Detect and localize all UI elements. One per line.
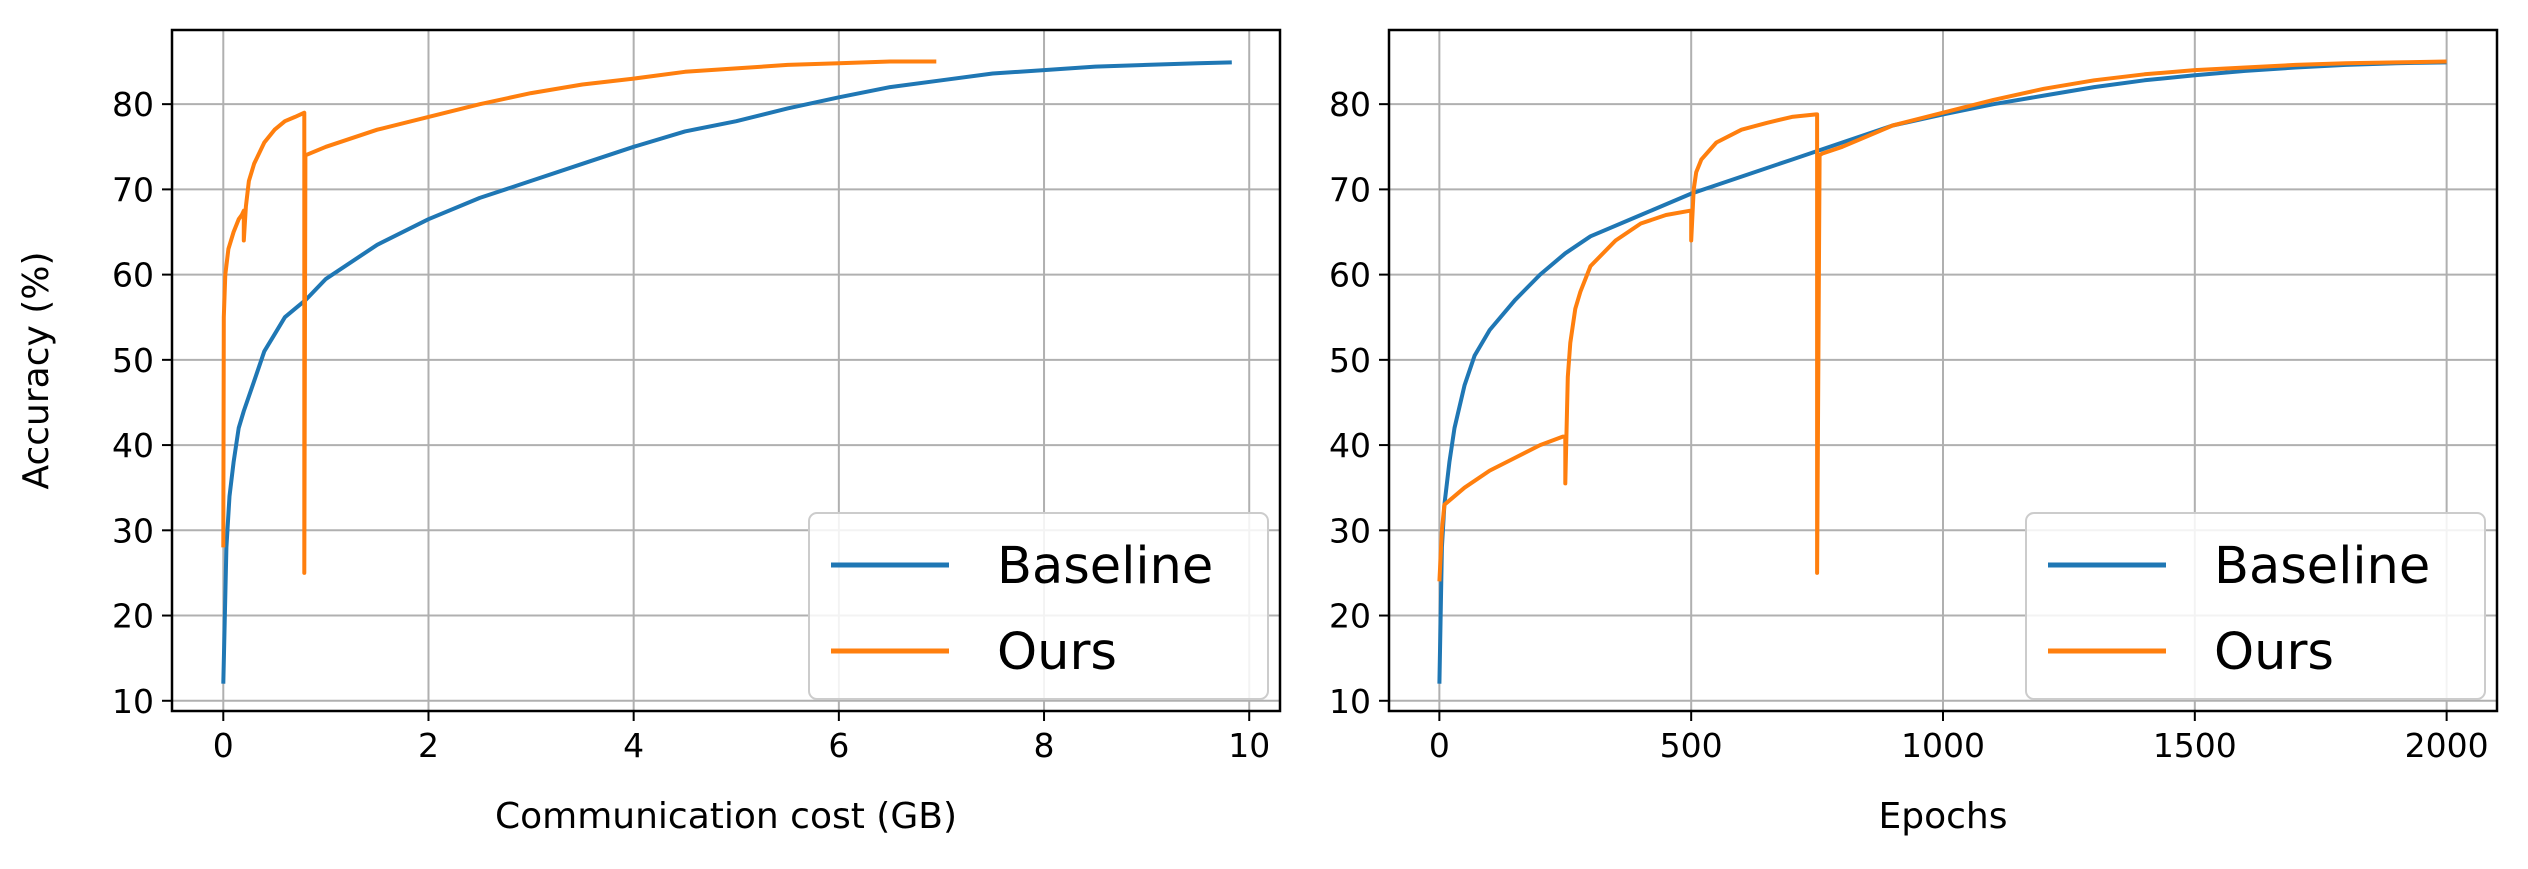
y-axis-label: Accuracy (%) — [16, 251, 57, 489]
y-tick-label: 20 — [112, 597, 154, 636]
left-plot-communication-cost: 0 2 4 6 8 10 10 20 30 40 50 60 70 80 Communication cos… — [16, 28, 1282, 837]
y-tick-label: 50 — [112, 341, 154, 380]
x-axis-label: Epochs — [1879, 796, 2008, 837]
x-tick-label: 2000 — [2405, 726, 2489, 765]
y-tick-label: 30 — [1329, 511, 1371, 550]
x-tick-label: 0 — [1429, 726, 1450, 765]
y-tick-label: 80 — [1329, 85, 1371, 124]
legend-label-baseline: Baseline — [2214, 537, 2430, 596]
series-line-baseline — [221, 60, 1232, 684]
y-tick-label: 70 — [1329, 170, 1371, 209]
x-tick-label: 1500 — [2153, 726, 2237, 765]
series-line-baseline — [1437, 60, 2447, 684]
series-line-ours — [221, 59, 937, 575]
y-tick-label: 10 — [112, 682, 154, 721]
y-tick-label: 30 — [112, 511, 154, 550]
y-tick-label: 40 — [1329, 426, 1371, 465]
legend: Baseline Ours — [2025, 512, 2486, 700]
right-plot-epochs: 0 500 1000 1500 2000 10 20 30 40 50 60 70 80 Epochs Ba… — [1329, 28, 2499, 837]
x-tick-label: 500 — [1660, 726, 1723, 765]
x-tick-label: 6 — [828, 726, 849, 765]
series-line-ours — [1437, 59, 2447, 582]
y-tick-label: 80 — [112, 85, 154, 124]
y-tick-label: 20 — [1329, 597, 1371, 636]
x-axis-label: Communication cost (GB) — [495, 796, 957, 837]
axes-frame — [170, 28, 1282, 713]
y-tick-label: 60 — [112, 256, 154, 295]
x-tick-label: 1000 — [1901, 726, 1985, 765]
y-tick-label: 60 — [1329, 256, 1371, 295]
x-tick-label: 2 — [418, 726, 439, 765]
y-tick-label: 50 — [1329, 341, 1371, 380]
y-tick-label: 40 — [112, 426, 154, 465]
x-tick-label: 10 — [1228, 726, 1270, 765]
legend-label-baseline: Baseline — [997, 537, 1213, 596]
y-tick-label: 70 — [112, 170, 154, 209]
x-tick-label: 4 — [623, 726, 644, 765]
y-tick-label: 10 — [1329, 682, 1371, 721]
legend-label-ours: Ours — [2214, 623, 2334, 682]
legend: Baseline Ours — [808, 512, 1269, 700]
legend-label-ours: Ours — [997, 623, 1117, 682]
x-tick-label: 8 — [1034, 726, 1055, 765]
x-tick-label: 0 — [213, 726, 234, 765]
